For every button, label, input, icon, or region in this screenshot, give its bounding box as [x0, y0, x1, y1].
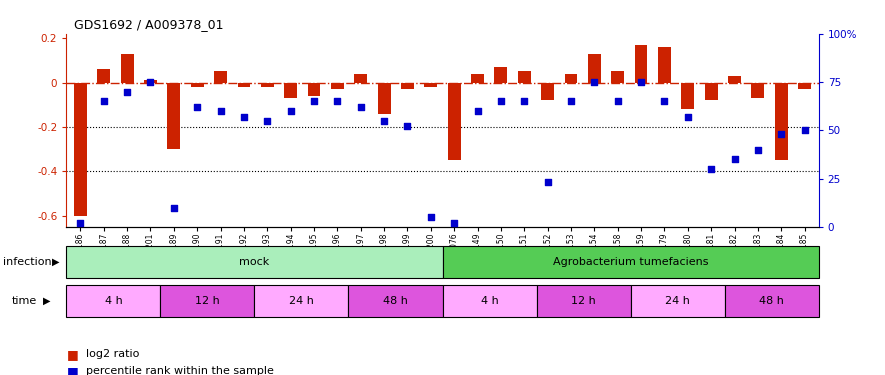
- Point: [96, 98, 111, 104]
- Point: [494, 98, 508, 104]
- Bar: [331, 82, 343, 89]
- Bar: [308, 82, 320, 96]
- Bar: [775, 82, 788, 160]
- Bar: [448, 82, 460, 160]
- Bar: [630, 285, 725, 317]
- Point: [750, 147, 765, 153]
- Bar: [495, 67, 507, 82]
- Point: [307, 98, 321, 104]
- Bar: [658, 47, 671, 82]
- Bar: [66, 246, 442, 278]
- Text: Agrobacterium tumefaciens: Agrobacterium tumefaciens: [553, 256, 708, 267]
- Point: [588, 79, 602, 85]
- Bar: [442, 285, 536, 317]
- Point: [283, 108, 297, 114]
- Text: 24 h: 24 h: [666, 296, 690, 306]
- Bar: [97, 69, 110, 82]
- Bar: [725, 285, 819, 317]
- Text: mock: mock: [239, 256, 270, 267]
- Bar: [751, 82, 765, 98]
- Bar: [378, 82, 390, 114]
- Bar: [255, 285, 349, 317]
- Point: [517, 98, 531, 104]
- Point: [774, 131, 789, 137]
- Text: 12 h: 12 h: [571, 296, 596, 306]
- Point: [73, 220, 88, 226]
- Bar: [612, 72, 624, 82]
- Text: 4 h: 4 h: [104, 296, 122, 306]
- Point: [704, 166, 719, 172]
- Bar: [728, 76, 741, 82]
- Bar: [214, 72, 227, 82]
- Bar: [284, 82, 297, 98]
- Text: infection: infection: [3, 256, 51, 267]
- Text: time: time: [12, 296, 37, 306]
- Bar: [635, 45, 648, 82]
- Point: [166, 205, 181, 211]
- Point: [120, 89, 135, 95]
- Bar: [681, 82, 694, 109]
- Text: GDS1692 / A009378_01: GDS1692 / A009378_01: [73, 18, 223, 31]
- Text: 12 h: 12 h: [195, 296, 219, 306]
- Text: ■: ■: [66, 348, 78, 361]
- Point: [727, 156, 742, 162]
- Text: 48 h: 48 h: [383, 296, 408, 306]
- Bar: [704, 82, 718, 100]
- Point: [213, 108, 227, 114]
- Bar: [401, 82, 414, 89]
- Bar: [536, 285, 630, 317]
- Point: [260, 118, 274, 124]
- Text: log2 ratio: log2 ratio: [86, 350, 139, 359]
- Bar: [120, 54, 134, 82]
- Bar: [354, 74, 367, 82]
- Point: [611, 98, 625, 104]
- Text: 24 h: 24 h: [289, 296, 314, 306]
- Point: [564, 98, 578, 104]
- Bar: [471, 74, 484, 82]
- Bar: [588, 54, 601, 82]
- Point: [143, 79, 158, 85]
- Bar: [425, 82, 437, 87]
- Bar: [74, 82, 87, 216]
- Point: [237, 114, 251, 120]
- Bar: [66, 285, 160, 317]
- Point: [658, 98, 672, 104]
- Text: 48 h: 48 h: [759, 296, 784, 306]
- Point: [681, 114, 695, 120]
- Point: [400, 123, 414, 129]
- Text: ▶: ▶: [52, 256, 59, 267]
- Text: 4 h: 4 h: [481, 296, 498, 306]
- Text: ▶: ▶: [42, 296, 50, 306]
- Bar: [167, 82, 181, 149]
- Point: [447, 220, 461, 226]
- Text: percentile rank within the sample: percentile rank within the sample: [86, 366, 273, 375]
- Point: [190, 104, 204, 110]
- Bar: [144, 80, 157, 82]
- Point: [330, 98, 344, 104]
- Bar: [565, 74, 577, 82]
- Bar: [160, 285, 255, 317]
- Bar: [349, 285, 442, 317]
- Bar: [261, 82, 273, 87]
- Bar: [518, 72, 531, 82]
- Point: [471, 108, 485, 114]
- Bar: [542, 82, 554, 100]
- Point: [377, 118, 391, 124]
- Point: [797, 128, 812, 134]
- Point: [541, 180, 555, 186]
- Bar: [237, 82, 250, 87]
- Point: [354, 104, 368, 110]
- Bar: [442, 246, 819, 278]
- Text: ■: ■: [66, 365, 78, 375]
- Point: [634, 79, 648, 85]
- Bar: [191, 82, 204, 87]
- Point: [424, 214, 438, 220]
- Bar: [798, 82, 811, 89]
